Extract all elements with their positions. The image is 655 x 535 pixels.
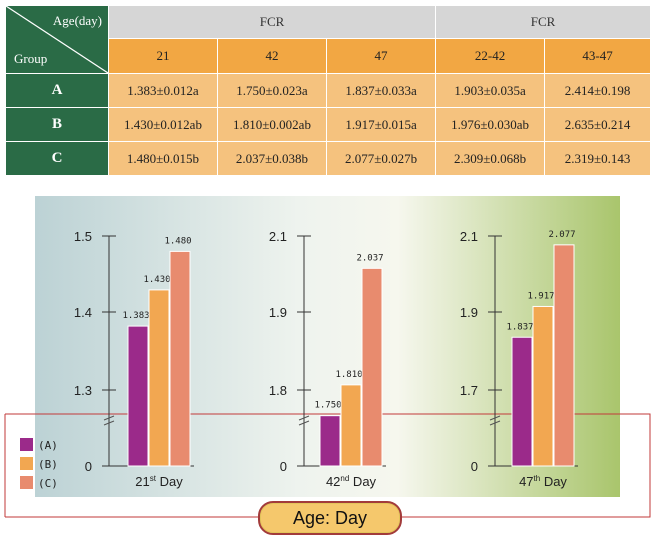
data-label: 2.077 [548,230,575,240]
column-header: 47 [325,38,437,74]
legend-swatch [20,438,33,451]
table-cell: 1.837±0.033a [325,73,437,108]
corner-age-label: Age(day) [52,13,102,28]
y-tick-label: 2.1 [269,229,287,244]
x-axis-label: 47th Day [519,474,567,489]
data-label: 1.430 [143,275,170,285]
axis-break [489,415,501,426]
data-label: 1.480 [164,236,191,246]
table-row: B 1.430±0.012ab 1.810±0.002ab 1.917±0.01… [5,107,652,142]
table-cell: 2.319±0.143 [544,141,652,176]
bar [532,305,554,467]
data-label: 2.037 [356,253,383,263]
group-label: C [5,141,109,176]
table-corner-header: Age(day) Group [5,5,109,74]
fcr-table: Age(day) Group FCR FCR 21 42 47 22-42 43… [5,5,652,176]
table-cell: 1.810±0.002ab [217,107,327,142]
y-tick-label: 1.7 [460,383,478,398]
table-cell: 2.309±0.068b [435,141,546,176]
chart-panel: 2.1 1.9 1.7 0 1.837 1.917 2.077 47th Day [460,229,578,489]
axis-break [103,415,115,426]
chart-panel: 1.5 1.4 1.3 0 1.383 1.430 1.480 21st Day [74,229,194,489]
bar [319,415,341,467]
table-cell: 1.383±0.012a [108,73,218,108]
legend-label: (A) [38,439,58,452]
table-row: C 1.480±0.015b 2.037±0.038b 2.077±0.027b… [5,141,652,176]
bar [169,250,191,467]
data-label: 1.383 [122,311,149,321]
table-cell: 1.903±0.035a [435,73,546,108]
table-cell: 1.430±0.012ab [108,107,218,142]
y-tick-label: 1.5 [74,229,92,244]
legend-swatch [20,457,33,470]
table-cell: 1.917±0.015a [325,107,437,142]
y-tick-label: 1.4 [74,305,92,320]
data-label: 1.750 [314,401,341,411]
legend-label: (B) [38,458,58,471]
fcr-header-left: FCR [107,5,437,39]
y-tick-label: 1.9 [269,305,287,320]
bar [340,384,362,467]
y-tick-label: 1.3 [74,383,92,398]
column-header: 22-42 [435,38,546,74]
chart-panel: 2.1 1.9 1.8 0 1.750 1.810 2.037 42nd Day [269,229,386,489]
column-header: 21 [108,38,218,74]
table-cell: 2.414±0.198 [544,73,652,108]
x-axis-label: 21st Day [135,474,183,489]
column-header: 42 [217,38,327,74]
data-label: 1.917 [527,291,554,301]
bar [148,289,170,467]
fcr-header-right: FCR [435,5,652,39]
y-tick-label: 0 [280,459,287,474]
y-tick-label: 0 [471,459,478,474]
table-cell: 1.480±0.015b [108,141,218,176]
group-label: B [5,107,109,142]
table-cell: 1.750±0.023a [217,73,327,108]
axis-break [298,415,310,426]
table-cell: 1.976±0.030ab [435,107,546,142]
age-day-label: Age: Day [258,501,402,535]
group-label: A [5,73,109,108]
legend-frame [5,413,651,518]
table-row: A 1.383±0.012a 1.750±0.023a 1.837±0.033a… [5,73,652,108]
legend-label: (C) [38,477,58,490]
y-tick-label: 1.9 [460,305,478,320]
data-label: 1.810 [335,370,362,380]
table-cell: 2.635±0.214 [544,107,652,142]
column-header: 43-47 [544,38,652,74]
data-label: 1.837 [506,322,533,332]
y-tick-label: 1.8 [269,383,287,398]
legend-swatch [20,476,33,489]
bar [127,325,149,467]
table-cell: 2.037±0.038b [217,141,327,176]
x-axis-label: 42nd Day [326,474,377,489]
y-tick-label: 2.1 [460,229,478,244]
y-tick-label: 0 [85,459,92,474]
bar [511,336,533,467]
bar [361,267,383,467]
corner-group-label: Group [14,51,48,66]
bar [553,244,575,467]
table-cell: 2.077±0.027b [325,141,437,176]
